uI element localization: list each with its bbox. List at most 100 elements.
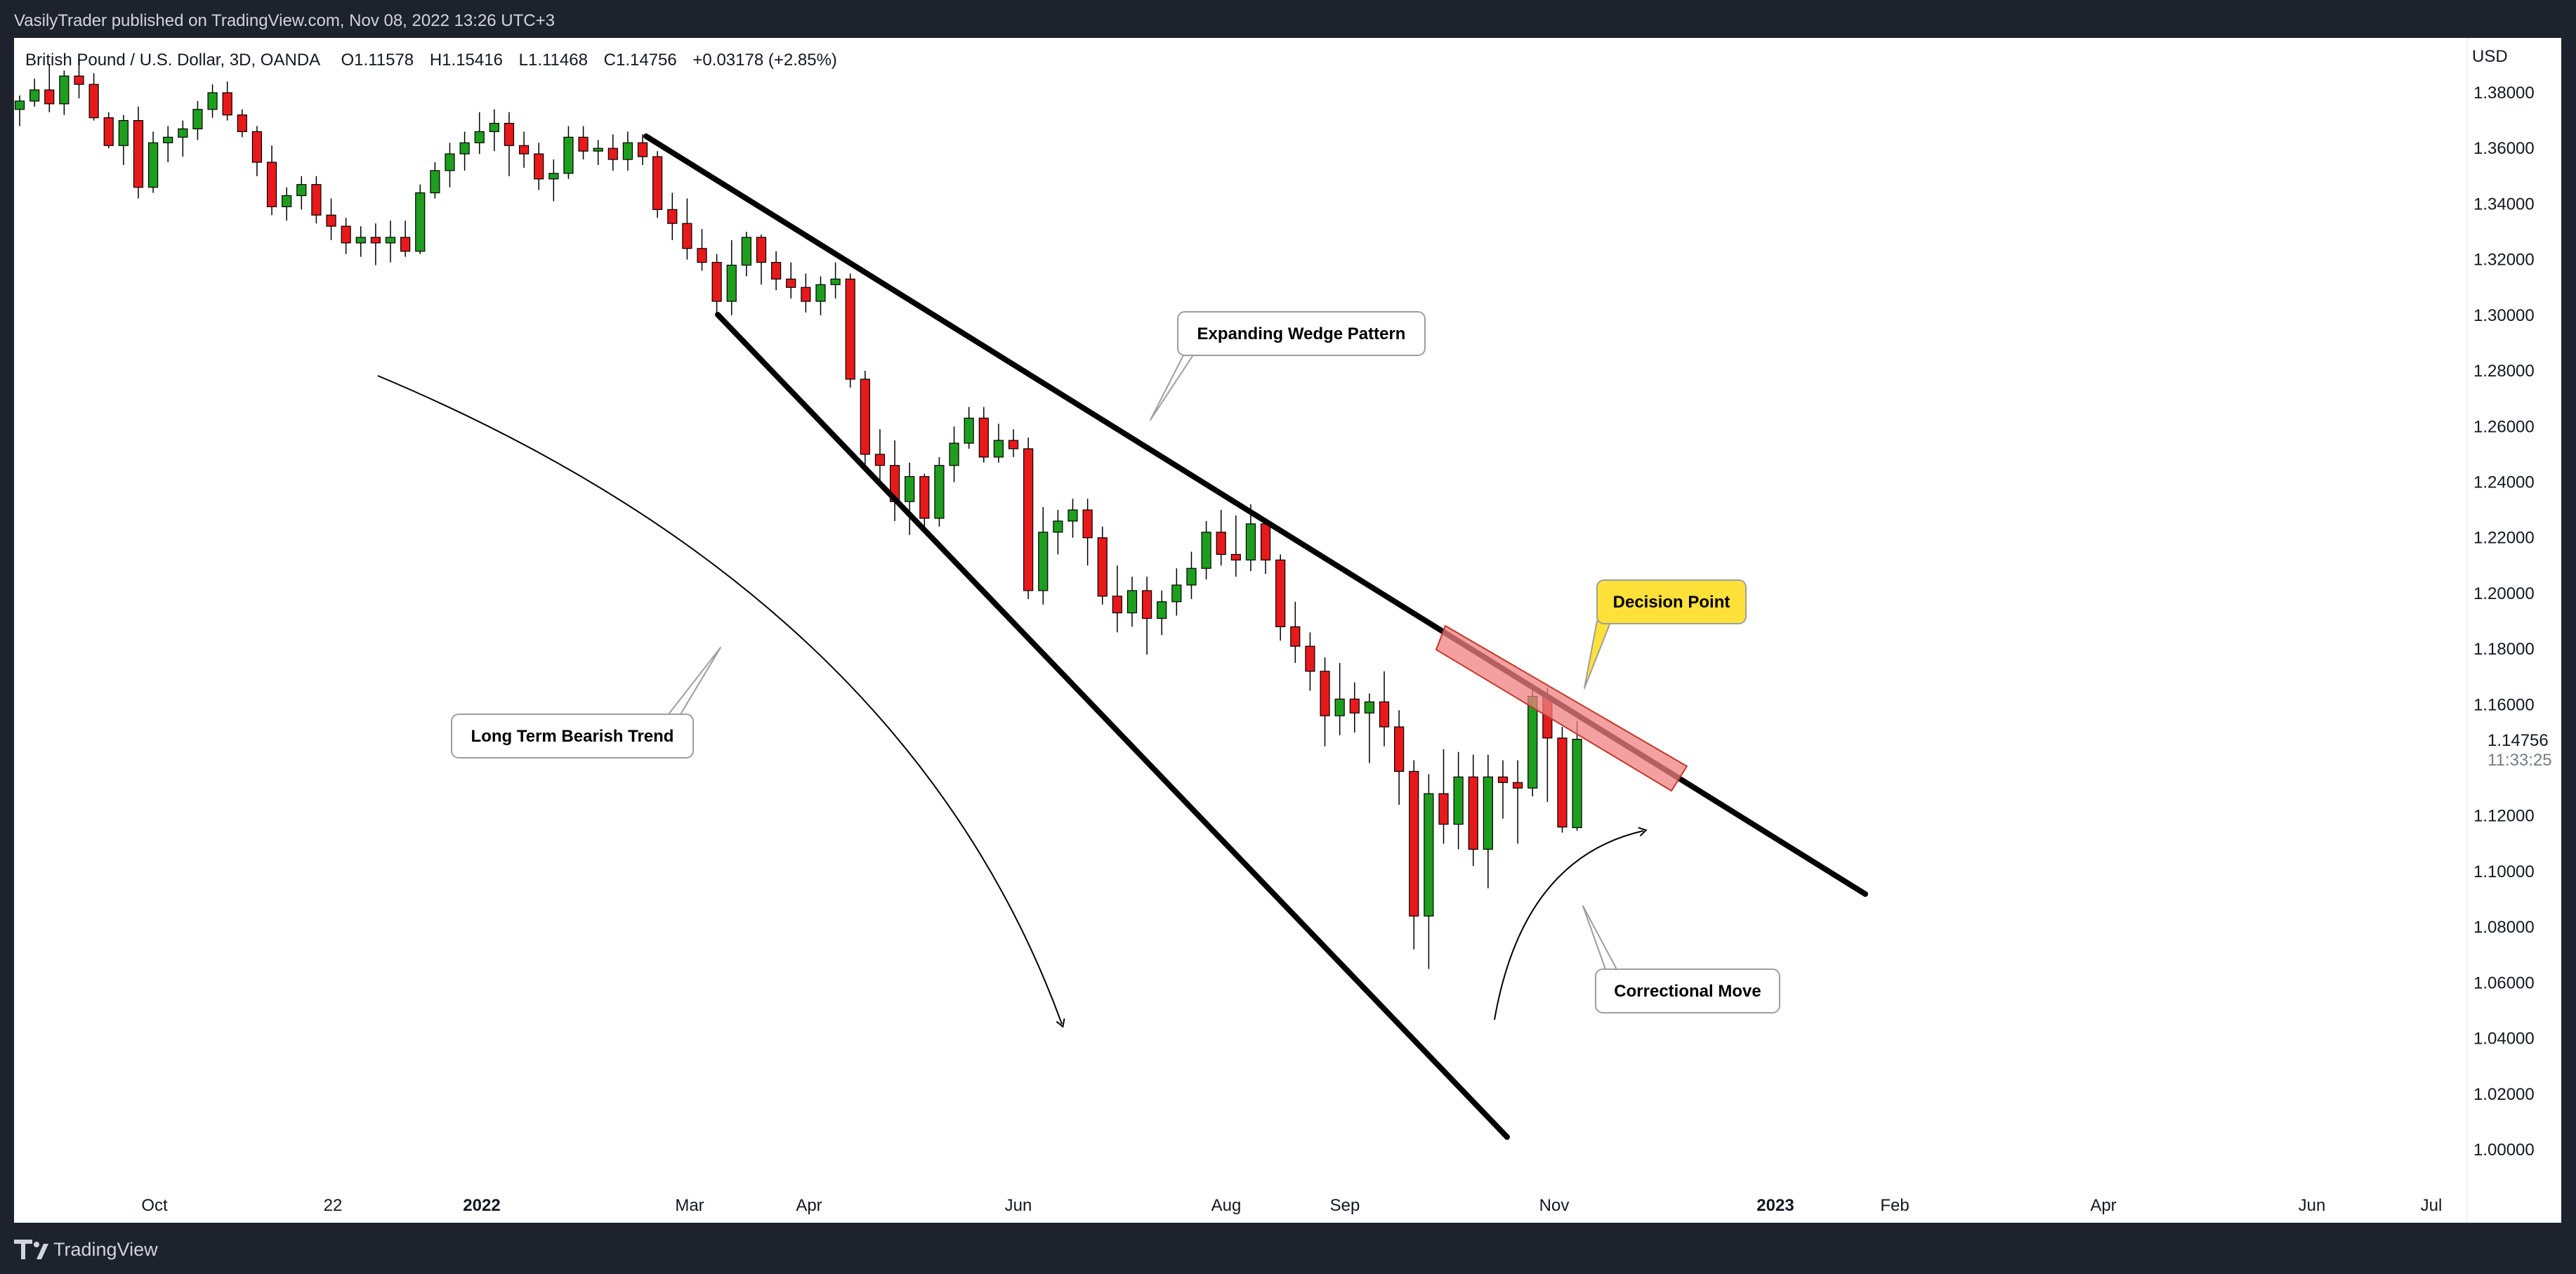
candle[interactable] [370, 223, 381, 265]
candle[interactable] [44, 65, 55, 112]
candle[interactable] [741, 232, 751, 277]
bearish-trend-arrow[interactable] [377, 375, 1065, 1028]
candle[interactable] [548, 159, 559, 202]
candle[interactable] [355, 226, 366, 257]
candle[interactable] [1557, 727, 1568, 833]
candle[interactable] [237, 109, 247, 138]
candle[interactable] [1453, 751, 1464, 850]
candle[interactable] [88, 73, 99, 121]
candle[interactable] [949, 426, 959, 482]
candle[interactable] [1497, 760, 1509, 819]
candle[interactable] [59, 70, 70, 115]
candle[interactable] [1023, 438, 1034, 599]
candle[interactable] [1067, 499, 1078, 538]
candle[interactable] [504, 112, 515, 176]
candle[interactable] [874, 429, 886, 482]
candle[interactable] [978, 407, 989, 463]
candle[interactable] [207, 84, 218, 118]
candle[interactable] [786, 262, 796, 299]
candle[interactable] [860, 371, 870, 466]
candle[interactable] [1379, 671, 1390, 747]
candle[interactable] [341, 218, 351, 254]
candle[interactable] [711, 254, 722, 315]
candle[interactable] [637, 134, 648, 165]
candle[interactable] [430, 162, 440, 199]
candle[interactable] [1216, 510, 1226, 566]
candle[interactable] [1438, 749, 1449, 844]
candle[interactable] [103, 112, 114, 149]
candle[interactable] [622, 131, 633, 171]
candle[interactable] [1394, 710, 1405, 805]
price-scale[interactable] [2467, 38, 2561, 1223]
candle[interactable] [178, 120, 188, 157]
candle[interactable] [1082, 499, 1093, 566]
candle[interactable] [282, 187, 292, 221]
candle[interactable] [14, 95, 25, 126]
candle[interactable] [415, 184, 426, 254]
candle[interactable] [830, 262, 841, 299]
candle[interactable] [1409, 760, 1419, 950]
candle[interactable] [1186, 551, 1197, 599]
candle[interactable] [1171, 568, 1182, 616]
candle[interactable] [534, 143, 544, 190]
candle[interactable] [400, 221, 411, 257]
candle[interactable] [1572, 721, 1582, 831]
correction-arrow[interactable] [1494, 827, 1648, 1020]
candle[interactable] [1201, 520, 1211, 580]
candle[interactable] [1038, 507, 1049, 605]
candle[interactable] [192, 100, 203, 140]
candle[interactable] [682, 198, 692, 260]
candle[interactable] [1290, 601, 1301, 663]
candle[interactable] [445, 143, 455, 188]
candle[interactable] [934, 457, 945, 527]
candle[interactable] [1349, 682, 1360, 733]
candle[interactable] [697, 229, 707, 271]
candle[interactable] [607, 134, 618, 171]
candle[interactable] [964, 407, 974, 449]
candle[interactable] [266, 145, 277, 216]
candle[interactable] [771, 251, 782, 291]
candle[interactable] [919, 473, 930, 532]
candle[interactable] [251, 126, 263, 176]
candle[interactable] [652, 151, 663, 218]
candle[interactable] [1275, 554, 1286, 641]
callout-correctional-move[interactable]: Correctional Move [1582, 905, 1780, 1013]
candle[interactable] [1364, 693, 1375, 763]
candle[interactable] [133, 106, 144, 199]
candle[interactable] [726, 239, 737, 315]
candle[interactable] [593, 140, 603, 165]
candle[interactable] [474, 112, 485, 155]
candle[interactable] [518, 131, 530, 168]
tradingview-brand[interactable]: TradingView [53, 1239, 158, 1260]
candle[interactable] [296, 176, 307, 210]
candle[interactable] [147, 131, 159, 193]
candle[interactable] [1142, 577, 1152, 655]
candle[interactable] [1097, 526, 1108, 605]
candle[interactable] [801, 273, 811, 313]
candle[interactable] [489, 109, 499, 152]
callout-bearish-trend[interactable]: Long Term Bearish Trend [451, 647, 721, 759]
candle[interactable] [1424, 774, 1434, 969]
plot-area[interactable] [14, 38, 2467, 1223]
candle[interactable] [1468, 754, 1478, 867]
candle[interactable] [1320, 657, 1330, 747]
candle[interactable] [1112, 565, 1122, 633]
candle[interactable] [1230, 515, 1241, 577]
candle[interactable] [1008, 429, 1019, 457]
candle[interactable] [1513, 760, 1523, 844]
candle[interactable] [1305, 632, 1315, 691]
symbol-legend[interactable]: British Pound / U.S. Dollar, 3D, OANDA O… [25, 51, 837, 70]
wedge-lower-trendline[interactable] [715, 312, 1510, 1140]
candle[interactable] [163, 126, 173, 163]
candle[interactable] [815, 276, 826, 315]
candle[interactable] [1245, 504, 1256, 572]
candle[interactable] [459, 131, 470, 171]
candle[interactable] [1157, 590, 1167, 636]
candle[interactable] [118, 114, 129, 165]
candle[interactable] [889, 440, 900, 521]
candle[interactable] [563, 126, 574, 179]
candle[interactable] [1053, 510, 1063, 555]
callout-decision-point[interactable]: Decision Point [1584, 579, 1747, 689]
candle[interactable] [667, 192, 678, 240]
